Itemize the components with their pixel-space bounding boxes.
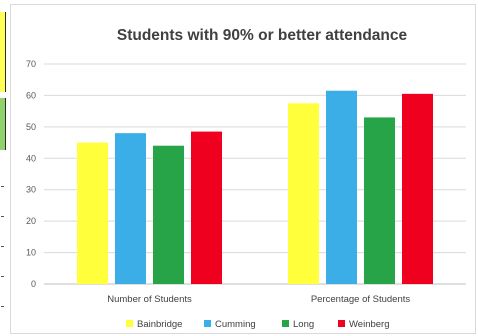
left-edge-strip (0, 0, 8, 336)
y-tick-label: 20 (26, 216, 36, 226)
legend-swatch-cumming (204, 320, 211, 327)
edge-highlight-green (0, 98, 6, 150)
chart-title: Students with 90% or better attendance (117, 27, 408, 44)
y-axis-ticks: 0 10 20 30 40 50 60 70 (26, 59, 36, 289)
edge-tick (1, 306, 4, 307)
bar-long (364, 117, 395, 284)
legend-label-long: Long (293, 319, 314, 330)
gridlines (44, 63, 466, 285)
y-tick-label: 70 (26, 59, 36, 69)
edge-tick (1, 186, 4, 187)
legend-swatch-weinberg (338, 320, 345, 327)
y-tick-label: 40 (26, 153, 36, 163)
edge-tick (1, 216, 4, 217)
x-axis-categories: Number of Students Percentage of Students (107, 294, 410, 305)
x-category-label: Number of Students (107, 294, 192, 305)
bar-weinberg (402, 93, 433, 284)
bars (77, 90, 433, 285)
bar-long (153, 145, 184, 284)
legend-label-weinberg: Weinberg (349, 319, 390, 330)
legend-label-bainbridge: Bainbridge (137, 319, 182, 330)
edge-highlight-yellow (0, 12, 6, 92)
y-tick-label: 50 (26, 122, 36, 132)
bar-bainbridge (288, 103, 319, 285)
y-tick-label: 0 (31, 279, 36, 289)
legend-label-cumming: Cumming (215, 319, 256, 330)
edge-tick (1, 276, 4, 277)
bar-cumming (115, 133, 146, 284)
bar-weinberg (191, 131, 222, 284)
bar-cumming (326, 90, 357, 284)
bar-bainbridge (77, 142, 108, 284)
y-tick-label: 60 (26, 90, 36, 100)
legend: Bainbridge Cumming Long Weinberg (126, 319, 390, 330)
legend-swatch-bainbridge (126, 320, 133, 327)
edge-tick (1, 246, 4, 247)
y-tick-label: 10 (26, 248, 36, 258)
legend-swatch-long (282, 320, 289, 327)
x-category-label: Percentage of Students (311, 294, 411, 305)
y-tick-label: 30 (26, 185, 36, 195)
